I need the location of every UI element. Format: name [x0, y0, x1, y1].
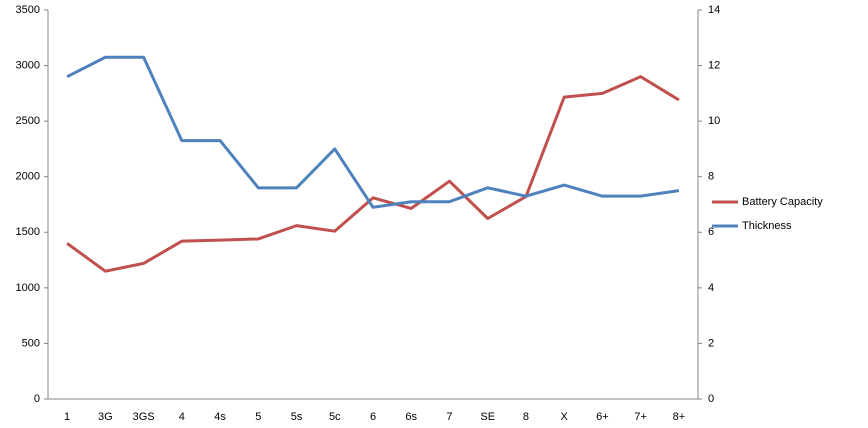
- y-tick-label: 2500: [16, 115, 40, 127]
- x-tick-label: 8+: [673, 411, 686, 423]
- x-tick-label: 6: [370, 411, 376, 423]
- legend-label: Thickness: [742, 220, 792, 232]
- x-tick-label: 5s: [291, 411, 303, 423]
- x-tick-label: 6s: [405, 411, 417, 423]
- x-tick-label: 8: [523, 411, 529, 423]
- y2-tick-label: 10: [708, 115, 720, 127]
- y2-tick-label: 14: [708, 4, 720, 16]
- x-tick-label: SE: [480, 411, 495, 423]
- x-tick-label: 5c: [329, 411, 341, 423]
- y-tick-label: 1000: [16, 282, 40, 294]
- x-tick-label: X: [561, 411, 569, 423]
- y-tick-label: 2000: [16, 171, 40, 183]
- x-tick-label: 3GS: [133, 411, 155, 423]
- x-tick-label: 5: [255, 411, 261, 423]
- y-tick-label: 3500: [16, 4, 40, 16]
- y2-tick-label: 8: [708, 171, 714, 183]
- y-tick-label: 500: [22, 337, 40, 349]
- y2-tick-label: 6: [708, 226, 714, 238]
- x-tick-label: 7+: [634, 411, 647, 423]
- x-tick-label: 6+: [596, 411, 609, 423]
- x-tick-label: 4s: [214, 411, 226, 423]
- y-tick-label: 0: [34, 393, 40, 405]
- y2-tick-label: 2: [708, 337, 714, 349]
- y2-tick-label: 12: [708, 59, 720, 71]
- y2-tick-label: 0: [708, 393, 714, 405]
- series-line: [66, 75, 680, 273]
- x-tick-label: 3G: [98, 411, 113, 423]
- legend-label: Battery Capacity: [742, 196, 823, 208]
- x-tick-label: 1: [64, 411, 70, 423]
- y2-tick-label: 4: [708, 282, 714, 294]
- y-tick-label: 1500: [16, 226, 40, 238]
- series-line: [66, 55, 680, 209]
- x-tick-label: 4: [179, 411, 185, 423]
- y-tick-label: 3000: [16, 59, 40, 71]
- x-tick-label: 7: [446, 411, 452, 423]
